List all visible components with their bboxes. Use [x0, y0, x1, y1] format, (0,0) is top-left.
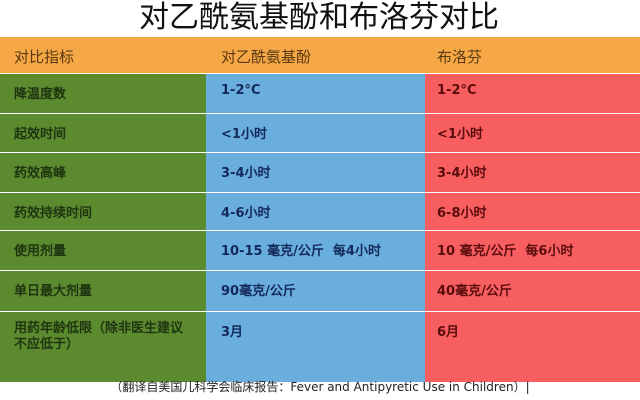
table-row: 药效持续时间 4-6小时 6-8小时	[0, 193, 640, 231]
row-label: 用药年龄低限（除非医生建议不应低于）	[0, 312, 206, 382]
ibuprofen-value: <1小时	[425, 114, 640, 152]
source-note: （翻译自美国儿科学会临床报告：Fever and Antipyretic Use…	[110, 380, 530, 394]
table-row: 用药年龄低限（除非医生建议不应低于） 3月 6月	[0, 312, 640, 382]
table-header: 对比指标 对乙酰氨基酚 布洛芬	[0, 37, 640, 74]
row-label: 药效持续时间	[0, 193, 206, 230]
ibuprofen-value: 6月	[425, 312, 640, 382]
table-row: 起效时间 <1小时 <1小时	[0, 114, 640, 153]
acetaminophen-value: 1-2°C	[206, 74, 425, 113]
page-title: 对乙酰氨基酚和布洛芬对比	[118, 0, 520, 36]
ibuprofen-value: 40毫克/公斤	[425, 271, 640, 311]
table-row: 使用剂量 10-15 毫克/公斤 每4小时 10 毫克/公斤 每6小时	[0, 231, 640, 271]
ibuprofen-value: 10 毫克/公斤 每6小时	[425, 231, 640, 270]
ibuprofen-value: 1-2°C	[425, 74, 640, 113]
table-row: 单日最大剂量 90毫克/公斤 40毫克/公斤	[0, 271, 640, 312]
row-label: 降温度数	[0, 74, 206, 113]
acetaminophen-value: <1小时	[206, 114, 425, 152]
row-label: 使用剂量	[0, 231, 206, 270]
header-indicator: 对比指标	[0, 37, 206, 73]
acetaminophen-value: 3-4小时	[206, 153, 425, 192]
acetaminophen-value: 90毫克/公斤	[206, 271, 425, 311]
header-acetaminophen: 对乙酰氨基酚	[206, 37, 425, 73]
header-ibuprofen: 布洛芬	[425, 37, 640, 73]
row-label: 单日最大剂量	[0, 271, 206, 311]
acetaminophen-value: 3月	[206, 312, 425, 382]
row-label: 药效高峰	[0, 153, 206, 192]
ibuprofen-value: 3-4小时	[425, 153, 640, 192]
row-label: 起效时间	[0, 114, 206, 152]
comparison-table: 对比指标 对乙酰氨基酚 布洛芬 降温度数 1-2°C 1-2°C 起效时间 <1…	[0, 37, 640, 382]
acetaminophen-value: 4-6小时	[206, 193, 425, 230]
acetaminophen-value: 10-15 毫克/公斤 每4小时	[206, 231, 425, 270]
table-row: 药效高峰 3-4小时 3-4小时	[0, 153, 640, 193]
ibuprofen-value: 6-8小时	[425, 193, 640, 230]
table-row: 降温度数 1-2°C 1-2°C	[0, 74, 640, 114]
